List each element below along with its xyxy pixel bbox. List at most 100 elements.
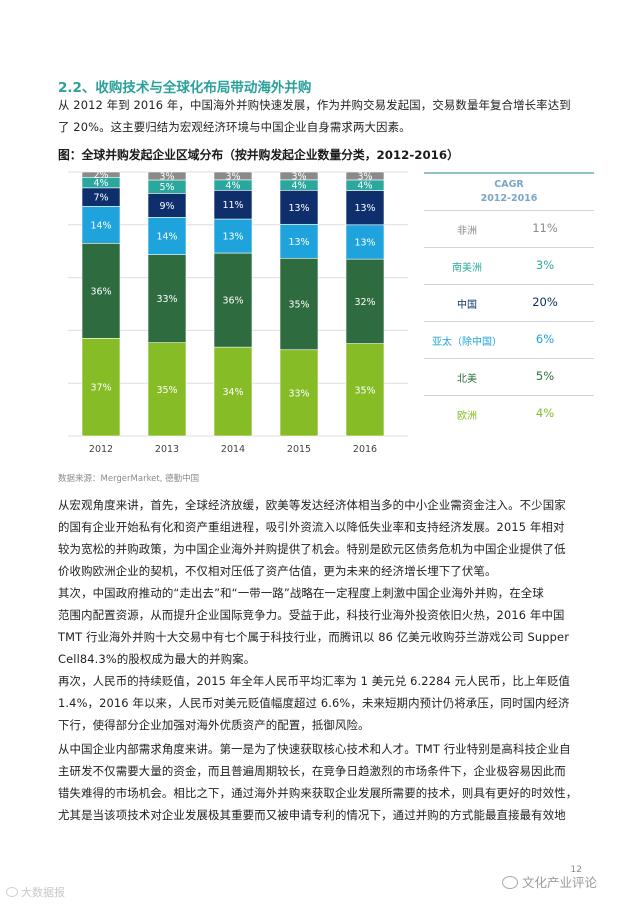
data-label: 4%: [357, 181, 372, 192]
data-label: 3%: [357, 171, 372, 182]
bar-segment: [81, 338, 121, 437]
cagr-value: 6%: [535, 332, 555, 346]
cagr-region: 南美洲: [452, 263, 482, 274]
data-label: 9%: [159, 201, 174, 212]
text-line: 从宏观角度来讲，首先，全球经济放缓，欧美等发达经济体相当多的中小企业需资金注入。…: [58, 498, 566, 512]
bar-segment: [345, 258, 385, 344]
data-label: 4%: [225, 181, 240, 192]
x-tick-label: 2015: [287, 444, 311, 455]
cagr-row: 南美洲 3%: [424, 247, 594, 284]
cagr-row: 北美 5%: [424, 358, 594, 395]
cagr-value: 20%: [532, 295, 558, 309]
cagr-region: 非洲: [457, 226, 477, 237]
cagr-region: 北美: [457, 374, 477, 385]
data-label: 35%: [156, 385, 177, 396]
bar-segment: [279, 223, 319, 259]
data-label: 3%: [225, 171, 240, 182]
text-line: 的国有企业开始私有化和资产重组进程，吸引外资流入以降低失业率和支持经济发展。20…: [58, 520, 565, 534]
cagr-row: 非洲 11%: [424, 210, 594, 247]
cagr-header-title: CAGR: [494, 179, 524, 190]
data-label: 33%: [156, 294, 177, 305]
bar-segment: [81, 206, 121, 244]
bar-segment: [81, 171, 121, 178]
bar-segment: [213, 252, 253, 348]
data-label: 35%: [354, 385, 375, 396]
text-line: 主研发不仅需要大量的资金，而且普遍周期较长，在竞争日趋激烈的市场条件下，企业极容…: [58, 764, 566, 778]
x-tick-label: 2013: [155, 444, 179, 455]
bar-segment: [345, 171, 385, 181]
data-label: 34%: [222, 387, 243, 398]
data-label: 33%: [288, 388, 309, 399]
cagr-value: 11%: [532, 221, 558, 235]
text-line: Cell84.3%的股权成为最大的并购案。: [58, 652, 256, 666]
data-label: 13%: [354, 203, 375, 214]
cagr-region: 中国: [457, 300, 477, 311]
bar-segment: [147, 193, 187, 218]
cagr-value: 3%: [535, 258, 555, 272]
weibo-icon: [6, 887, 18, 897]
data-label: 4%: [93, 178, 108, 189]
data-label: 36%: [222, 296, 243, 307]
cagr-row: 欧洲 4%: [424, 395, 594, 432]
watermark-right: 文化产业评论: [502, 872, 597, 891]
text-line: 范围内配置资源，从而提升企业国际竞争力。受益于此，科技行业海外投资依旧火热，20…: [58, 608, 565, 622]
cagr-region: 欧洲: [457, 411, 477, 422]
data-label: 35%: [288, 300, 309, 311]
text-line: 再次，人民币的持续贬值，2015 年全年人民币平均汇率为 1 美元兑 6.228…: [58, 674, 571, 688]
text-line: 尤其是当该项技术对企业发展极其重要而又被申请专利的情况下，通过并购的方式能最直接…: [58, 808, 566, 822]
text-line: 错失难得的市场机会。相比之下，通过海外并购来获取企业发展所需要的技术，则具有更好…: [58, 786, 578, 800]
source-note: 数据来源：MergerMarket, 德勤中国: [58, 474, 200, 484]
paragraph-macro: 从宏观角度来讲，首先，全球经济放缓，欧美等发达经济体相当多的中小企业需资金注入。…: [58, 494, 586, 582]
wechat-icon: [502, 876, 518, 889]
text-line: 1.4%，2016 年以来，人民币对美元贬值幅度超过 6.6%，未来短期内预计仍…: [58, 696, 570, 710]
watermark-left: 大数据报: [6, 884, 65, 900]
section-heading: 2.2、收购技术与全球化布局带动海外并购: [58, 80, 312, 96]
text-line: 其次，中国政府推动的“走出去”和“一带一路”战略在一定程度上刺激中国企业海外并购…: [58, 586, 544, 600]
text-line: 从 2012 年到 2016 年，中国海外并购快速发展，作为并购交易发起国，交易…: [58, 98, 571, 112]
bar-segment: [213, 346, 253, 437]
bar-segment: [147, 171, 187, 181]
text-line: 了 20%。这主要归结为宏观经济环境与中国企业自身需求两大因素。: [58, 120, 411, 134]
bar-segment: [279, 171, 319, 181]
text-line: 从中国企业内部需求角度来讲。第一是为了快速获取核心技术和人才。TMT 行业特别是…: [58, 742, 571, 756]
watermark-text: 文化产业评论: [522, 875, 598, 890]
paragraph-internal-demand: 从中国企业内部需求角度来讲。第一是为了快速获取核心技术和人才。TMT 行业特别是…: [58, 738, 586, 826]
data-label: 3%: [159, 172, 174, 183]
data-label: 7%: [93, 193, 108, 204]
bar-segment: [147, 342, 187, 437]
x-tick-label: 2016: [353, 444, 377, 455]
chart-title: 图：全球并购发起企业区域分布（按并购发起企业数量分类，2012-2016）: [58, 148, 459, 162]
bar-segment: [279, 189, 319, 225]
data-label: 2%: [93, 170, 108, 181]
page-number: 12: [570, 865, 582, 875]
data-label: 13%: [288, 237, 309, 248]
data-label: 14%: [156, 232, 177, 243]
text-line: 较为宽松的并购政策，为中国企业海外并购提供了机会。特别是欧元区债务危机为中国企业…: [58, 542, 566, 556]
text-line: 价收购欧洲企业的契机，不仅相对压低了资产估值，更为未来的经济增长埋下了伏笔。: [58, 564, 497, 578]
paragraph-currency: 再次，人民币的持续贬值，2015 年全年人民币平均汇率为 1 美元兑 6.228…: [58, 670, 586, 736]
data-label: 14%: [90, 220, 111, 231]
data-label: 5%: [159, 182, 174, 193]
paragraph-policy: 其次，中国政府推动的“走出去”和“一带一路”战略在一定程度上刺激中国企业海外并购…: [58, 582, 586, 670]
data-label: 37%: [90, 383, 111, 394]
data-label: 13%: [288, 203, 309, 214]
bar-segment: [147, 217, 187, 255]
bar-segment: [81, 242, 121, 339]
cagr-table: CAGR 2012-2016 非洲 11% 南美洲 3% 中国 20% 亚太（除中国） 6% 北…: [424, 172, 594, 422]
cagr-table-header: CAGR 2012-2016: [424, 172, 594, 210]
data-label: 32%: [354, 297, 375, 308]
bar-segment: [213, 171, 253, 181]
cagr-value: 5%: [535, 369, 555, 383]
bar-segment: [279, 349, 319, 437]
x-tick-label: 2014: [221, 444, 245, 455]
data-label: 13%: [354, 237, 375, 248]
x-tick-label: 2012: [89, 444, 113, 455]
cagr-region: 亚太（除中国）: [432, 337, 502, 348]
data-label: 3%: [291, 171, 306, 182]
data-label: 4%: [291, 181, 306, 192]
text-line: TMT 行业海外并购十大交易中有七个属于科技行业，而腾讯以 86 亿美元收购芬兰…: [58, 630, 570, 644]
data-label: 13%: [222, 232, 243, 243]
stacked-bar-chart: 37%36%14%7%4%2%201235%33%14%9%5%3%201334…: [68, 170, 408, 455]
bar-segment: [213, 189, 253, 220]
cagr-header-period: 2012-2016: [480, 193, 538, 204]
